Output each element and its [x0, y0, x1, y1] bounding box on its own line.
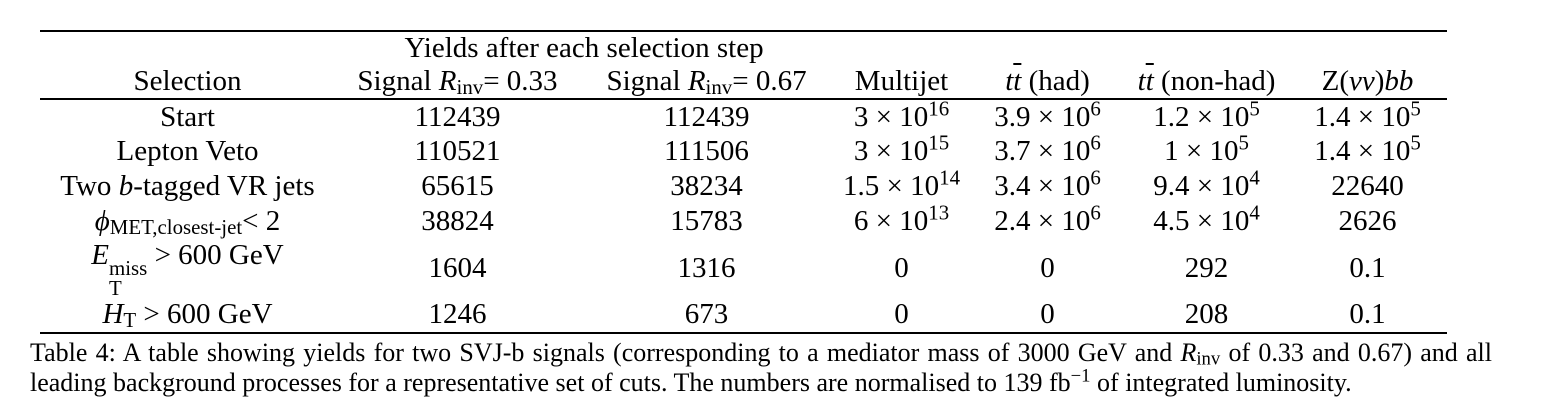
value-cell: 110521: [414, 135, 501, 167]
table-row-start: Start 112439 112439 3 × 1016 3.9 × 106 1…: [40, 95, 1447, 134]
value-cell: 1246: [428, 298, 487, 331]
value-cell: 1.5 × 1014: [843, 165, 960, 202]
value-cell: 9.4 × 104: [1153, 165, 1260, 202]
span-header-cell: Yields after each selection step: [404, 32, 764, 64]
col-header-selection: Selection: [133, 65, 242, 97]
value-cell: 1316: [677, 251, 736, 284]
value-cell: 15783: [670, 205, 743, 237]
yields-table: Yields after each selection step Selecti…: [40, 30, 1448, 334]
value-cell: 1.4 × 105: [1314, 95, 1421, 133]
value-cell: 1.2 × 105: [1153, 95, 1260, 133]
selection-cell: HT > 600 GeV: [102, 298, 273, 333]
table-caption: Table 4: A table showing yields for two …: [30, 338, 1492, 397]
value-cell: 2.4 × 106: [994, 200, 1101, 237]
value-cell: 3.9 × 106: [994, 95, 1101, 133]
value-cell: 0: [1040, 298, 1055, 331]
spacer-cell: [1125, 31, 1288, 65]
selection-cell: Lepton Veto: [116, 135, 259, 167]
value-cell: 0.1: [1349, 298, 1386, 331]
value-cell: 3.7 × 106: [994, 130, 1101, 167]
spacer-cell: [970, 31, 1125, 65]
value-cell: 22640: [1331, 170, 1404, 202]
col-header-znunubb: Z(νν)bb: [1321, 65, 1414, 97]
col-header-ttbar-had: tt (had): [1005, 65, 1090, 97]
value-cell: 1.4 × 105: [1314, 130, 1421, 167]
value-cell: 292: [1184, 251, 1229, 284]
yields-table-wrap: Yields after each selection step Selecti…: [40, 30, 1448, 334]
spacer-cell: [1288, 31, 1447, 65]
value-cell: 112439: [663, 100, 750, 133]
col-header-signal-rinv-067: Signal Rinv= 0.67: [606, 65, 807, 100]
table-row-two-btagged-vr-jets: Two b-tagged VR jets 65615 38234 1.5 × 1…: [40, 165, 1447, 204]
table-row-ht-cut: HT > 600 GeV 1246 673 0 0 208 0.1: [40, 298, 1447, 333]
col-header-multijet: Multijet: [854, 65, 949, 97]
value-cell: 3 × 1015: [853, 130, 950, 167]
value-cell: 112439: [414, 100, 501, 133]
value-cell: 208: [1184, 298, 1229, 331]
table-header: Yields after each selection step Selecti…: [40, 31, 1448, 99]
column-header-row: Selection Signal Rinv= 0.33 Signal Rinv=…: [40, 65, 1447, 99]
span-header-row: Yields after each selection step: [40, 31, 1447, 65]
value-cell: 673: [684, 298, 729, 331]
value-cell: 6 × 1013: [853, 200, 950, 237]
table-row-phi-met-closest-jet: ϕMET,closest-jet< 2 38824 15783 6 × 1013…: [40, 200, 1447, 240]
selection-cell: Start: [160, 100, 215, 133]
value-cell: 38234: [670, 170, 743, 202]
value-cell: 0: [1040, 251, 1055, 284]
value-cell: 0.1: [1349, 251, 1386, 284]
spacer-cell: [833, 31, 970, 65]
col-header-ttbar-nonhad: tt (non-had): [1137, 65, 1276, 97]
value-cell: 2626: [1338, 205, 1397, 237]
table-row-lepton-veto: Lepton Veto 110521 111506 3 × 1015 3.7 ×…: [40, 130, 1447, 169]
value-cell: 0: [894, 298, 909, 331]
sup-sub-stack: miss T: [109, 256, 148, 300]
value-cell: 1604: [428, 251, 487, 284]
value-cell: 4.5 × 104: [1153, 200, 1260, 237]
value-cell: 65615: [421, 170, 494, 202]
table-body: Start 112439 112439 3 × 1016 3.9 × 106 1…: [40, 95, 1447, 333]
col-header-signal-rinv-033: Signal Rinv= 0.33: [357, 65, 558, 100]
value-cell: 3 × 1016: [853, 95, 950, 133]
selection-cell: Two b-tagged VR jets: [60, 170, 315, 202]
value-cell: 111506: [664, 135, 749, 167]
selection-cell: ϕMET,closest-jet< 2: [94, 205, 281, 240]
value-cell: 1 × 105: [1164, 130, 1249, 167]
value-cell: 38824: [421, 205, 494, 237]
value-cell: 0: [894, 251, 909, 284]
spacer-cell: [40, 31, 335, 65]
value-cell: 3.4 × 106: [994, 165, 1101, 202]
